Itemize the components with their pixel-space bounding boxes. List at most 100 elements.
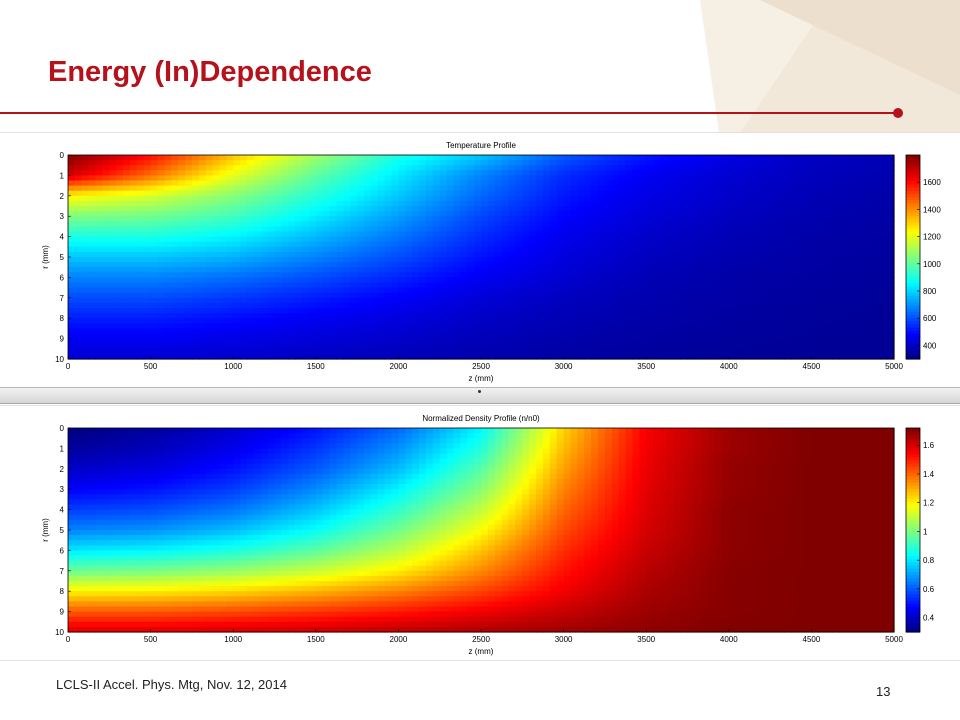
heatmap-cell [673, 190, 682, 197]
heatmap-cell [377, 262, 386, 268]
figure-splitter[interactable] [0, 387, 960, 404]
heatmap-cell [797, 195, 806, 202]
heatmap-cell [343, 272, 351, 278]
heatmap-cell [529, 302, 537, 309]
heatmap-cell [687, 221, 695, 227]
heatmap-cell [770, 190, 778, 197]
heatmap-cell [749, 282, 757, 289]
heatmap-cell [357, 287, 365, 294]
heatmap-cell [412, 297, 420, 304]
heatmap-cell [384, 428, 393, 434]
heatmap-cell [150, 170, 159, 176]
heatmap-cell [474, 313, 482, 319]
heatmap-cell [398, 323, 406, 329]
heatmap-cell [116, 428, 124, 434]
heatmap-cell [136, 277, 145, 284]
heatmap-cell [687, 323, 695, 329]
heatmap-cell [74, 318, 83, 324]
heatmap-cell [563, 195, 572, 202]
heatmap-cell [852, 257, 861, 263]
chart-title: Temperature Profile [446, 141, 516, 150]
heatmap-cell [88, 292, 97, 299]
heatmap-cell [164, 206, 172, 212]
heatmap-cell [467, 226, 475, 233]
heatmap-cell [522, 277, 530, 284]
heatmap-cell [226, 257, 234, 263]
heatmap-cell [832, 200, 840, 207]
heatmap-cell [267, 246, 276, 253]
colorbar-segment [906, 260, 920, 264]
colorbar-segment [906, 288, 920, 293]
heatmap-cell [790, 211, 799, 217]
heatmap-cell [481, 343, 489, 350]
heatmap-cell [460, 190, 468, 197]
heatmap-cell [859, 216, 868, 222]
heatmap-cell [439, 216, 448, 222]
heatmap-cell [556, 313, 565, 319]
heatmap-cell [770, 180, 778, 187]
heatmap-cell [508, 251, 517, 258]
heatmap-cell [198, 328, 207, 335]
heatmap-cell [233, 195, 241, 202]
heatmap-cell [246, 287, 255, 294]
heatmap-cell [797, 160, 806, 166]
heatmap-cell [288, 221, 296, 227]
heatmap-cell [625, 302, 634, 309]
heatmap-cell [391, 200, 399, 207]
heatmap-cell [659, 343, 668, 350]
heatmap-cell [150, 353, 159, 360]
heatmap-cell [673, 185, 682, 192]
heatmap-cell [233, 175, 241, 182]
heatmap-cell [267, 338, 276, 345]
heatmap-cell [763, 180, 771, 187]
heatmap-cell [308, 348, 317, 355]
heatmap-cell [240, 241, 248, 248]
heatmap-cell [315, 216, 324, 222]
heatmap-cell [873, 246, 881, 253]
heatmap-cell [604, 231, 613, 238]
heatmap-cell [419, 195, 427, 202]
heatmap-cell [136, 241, 145, 248]
heatmap-cell [439, 211, 448, 217]
heatmap-cell [267, 313, 276, 319]
heatmap-cell [246, 302, 255, 309]
heatmap-cell [439, 206, 448, 212]
heatmap-cell [198, 257, 207, 263]
heatmap-cell [653, 267, 661, 273]
heatmap-cell [501, 343, 510, 350]
heatmap-cell [625, 282, 634, 289]
heatmap-cell [508, 343, 517, 350]
heatmap-cell [598, 236, 606, 243]
heatmap-cell [164, 175, 172, 182]
heatmap-cell [859, 170, 868, 176]
heatmap-cell [666, 175, 675, 182]
heatmap-cell [804, 338, 812, 345]
colorbar-segment [906, 234, 920, 239]
heatmap-cell [350, 195, 358, 202]
heatmap-cell [212, 190, 221, 197]
heatmap-cell [391, 343, 399, 350]
heatmap-cell [735, 195, 744, 202]
heatmap-cell [363, 318, 372, 324]
heatmap-cell [542, 155, 551, 161]
heatmap-cell [308, 338, 317, 345]
colorbar-segment [906, 279, 920, 284]
heatmap-cell [419, 428, 427, 434]
heatmap-cell [260, 318, 269, 324]
heatmap-cell [763, 155, 771, 161]
heatmap-cell [529, 328, 537, 335]
heatmap-cell [467, 251, 475, 258]
heatmap-cell [776, 231, 785, 238]
splitter-grip[interactable] [478, 390, 481, 393]
heatmap-cell [198, 353, 207, 360]
heatmap-cell [859, 313, 868, 319]
heatmap-cell [591, 200, 599, 207]
heatmap-cell [74, 231, 83, 238]
heatmap-cell [639, 160, 647, 166]
heatmap-cell [838, 257, 847, 263]
heatmap-cell [267, 262, 276, 268]
heatmap-cell [577, 333, 585, 340]
heatmap-cell [157, 277, 165, 284]
heatmap-cell [384, 190, 393, 197]
heatmap-cell [536, 302, 544, 309]
